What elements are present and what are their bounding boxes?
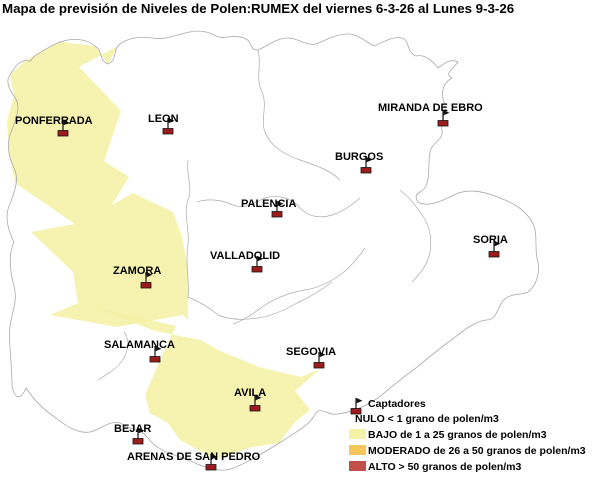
svg-text:VALLADOLID: VALLADOLID (210, 250, 280, 262)
svg-text:ALTO > 50 granos de polen/m3: ALTO > 50 granos de polen/m3 (368, 461, 522, 473)
svg-text:SALAMANCA: SALAMANCA (104, 339, 175, 351)
svg-text:BAJO de 1 a 25 granos de polen: BAJO de 1 a 25 granos de polen/m3 (368, 429, 547, 441)
svg-text:BEJAR: BEJAR (114, 423, 151, 435)
svg-text:PONFERRADA: PONFERRADA (15, 115, 93, 127)
svg-text:PALENCIA: PALENCIA (241, 198, 296, 210)
svg-text:SEGOVIA: SEGOVIA (286, 346, 336, 358)
svg-text:SORIA: SORIA (473, 234, 508, 246)
svg-text:NULO < 1 grano de polen/m3: NULO < 1 grano de polen/m3 (355, 413, 499, 425)
svg-text:AVILA: AVILA (234, 387, 266, 399)
svg-text:ZAMORA: ZAMORA (113, 265, 161, 277)
svg-text:MODERADO de 26 a 50 granos de: MODERADO de 26 a 50 granos de polen/m3 (368, 445, 586, 457)
svg-text:Captadores: Captadores (368, 398, 426, 410)
svg-text:MIRANDA DE EBRO: MIRANDA DE EBRO (378, 102, 483, 114)
svg-text:LEON: LEON (148, 113, 179, 125)
svg-text:ARENAS DE SAN PEDRO: ARENAS DE SAN PEDRO (127, 451, 261, 463)
svg-text:BURGOS: BURGOS (335, 151, 383, 163)
